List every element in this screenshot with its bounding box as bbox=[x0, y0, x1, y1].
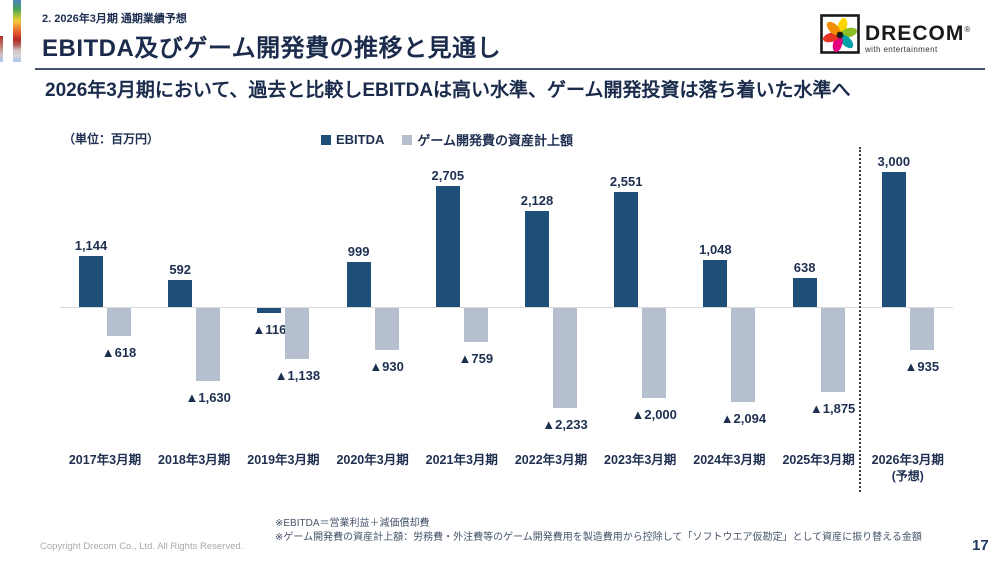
section-label: 2. 2026年3月期 通期業績予想 bbox=[42, 13, 187, 25]
value-label-gamedev-2021年3月期: ▲759 bbox=[458, 351, 494, 367]
axis-label-text: 2019年3月期 bbox=[247, 453, 320, 467]
axis-label-2018年3月期: 2018年3月期 bbox=[146, 452, 242, 468]
axis-label-text: 2026年3月期 bbox=[871, 453, 944, 467]
value-label-gamedev-2017年3月期: ▲618 bbox=[101, 344, 137, 360]
axis-label-2017年3月期: 2017年3月期 bbox=[57, 452, 153, 468]
legend-label-ebitda: EBITDA bbox=[336, 132, 385, 147]
page-title: EBITDA及びゲーム開発費の推移と見通し bbox=[42, 35, 502, 62]
value-label-gamedev-2018年3月期: ▲1,630 bbox=[185, 390, 231, 406]
axis-label-text: 2025年3月期 bbox=[782, 453, 855, 467]
axis-label-text: 2020年3月期 bbox=[336, 453, 409, 467]
bar-gamedev-2018年3月期 bbox=[196, 308, 221, 382]
axis-label-text: 2022年3月期 bbox=[514, 453, 588, 467]
bar-ebitda-2023年3月期 bbox=[614, 192, 639, 307]
forecast-divider-line bbox=[859, 147, 861, 492]
value-label-ebitda-2020年3月期: 999 bbox=[347, 244, 370, 260]
bar-ebitda-2022年3月期 bbox=[525, 211, 549, 307]
axis-label-2022年3月期: 2022年3月期 bbox=[503, 452, 599, 468]
bar-ebitda-2019年3月期 bbox=[257, 308, 282, 314]
page-number: 17 bbox=[972, 537, 989, 554]
axis-label-2019年3月期: 2019年3月期 bbox=[235, 452, 331, 468]
legend-item-ebitda: EBITDA bbox=[321, 132, 384, 147]
bar-gamedev-2021年3月期 bbox=[463, 308, 488, 343]
axis-label-text: 2017年3月期 bbox=[68, 453, 142, 467]
axis-label-2026年3月期: 2026年3月期 (予想) bbox=[860, 452, 956, 484]
axis-label-text: 2023年3月期 bbox=[604, 453, 677, 467]
bar-gamedev-2017年3月期 bbox=[107, 308, 131, 336]
legend-swatch-gamedev bbox=[402, 134, 413, 145]
bar-ebitda-2020年3月期 bbox=[346, 262, 371, 307]
value-label-ebitda-2021年3月期: 2,705 bbox=[431, 167, 465, 183]
value-label-ebitda-2019年3月期: ▲116 bbox=[252, 322, 287, 338]
bar-gamedev-2020年3月期 bbox=[374, 308, 399, 350]
axis-label-2023年3月期: 2023年3月期 bbox=[592, 452, 688, 468]
value-label-ebitda-2023年3月期: 2,551 bbox=[609, 174, 643, 190]
legend-swatch-ebitda bbox=[321, 134, 331, 145]
axis-label-forecast-note: (予想) bbox=[891, 469, 924, 483]
bar-gamedev-2026年3月期 bbox=[909, 308, 934, 350]
legend-item-gamedev: ゲーム開発費の資産計上額 bbox=[402, 130, 573, 149]
bar-gamedev-2024年3月期 bbox=[731, 308, 756, 403]
registered-mark: ® bbox=[964, 25, 972, 34]
decoration-rainbow-strip bbox=[13, 0, 21, 62]
value-label-ebitda-2025年3月期: 638 bbox=[793, 260, 816, 276]
value-label-gamedev-2026年3月期: ▲935 bbox=[904, 358, 940, 374]
value-label-ebitda-2026年3月期: 3,000 bbox=[877, 154, 911, 170]
bar-ebitda-2018年3月期 bbox=[168, 280, 193, 307]
axis-label-2025年3月期: 2025年3月期 bbox=[771, 452, 867, 468]
bar-gamedev-2023年3月期 bbox=[642, 308, 667, 398]
axis-label-text: 2024年3月期 bbox=[693, 453, 766, 467]
bar-ebitda-2026年3月期 bbox=[881, 172, 906, 307]
footnotes: ※EBITDA＝営業利益＋減価償却費 ※ゲーム開発費の資産計上額：労務費・外注費… bbox=[275, 517, 922, 544]
copyright: Copyright Drecom Co., Ltd. All Rights Re… bbox=[40, 541, 244, 552]
bar-ebitda-2025年3月期 bbox=[792, 278, 817, 307]
axis-label-2020年3月期: 2020年3月期 bbox=[325, 452, 421, 468]
drecom-flower-icon bbox=[820, 14, 860, 54]
value-label-ebitda-2017年3月期: 1,144 bbox=[74, 237, 108, 253]
value-label-gamedev-2020年3月期: ▲930 bbox=[369, 358, 404, 374]
key-message: 2026年3月期において、過去と比較しEBITDAは高い水準、ゲーム開発投資は落… bbox=[45, 80, 851, 101]
value-label-ebitda-2018年3月期: 592 bbox=[169, 262, 192, 278]
value-label-ebitda-2024年3月期: 1,048 bbox=[699, 241, 732, 257]
decoration-edge-strip bbox=[0, 36, 3, 62]
bar-gamedev-2022年3月期 bbox=[553, 308, 577, 409]
value-label-gamedev-2022年3月期: ▲2,233 bbox=[542, 417, 588, 433]
value-label-ebitda-2022年3月期: 2,128 bbox=[520, 193, 554, 209]
drecom-logo: DRECOM® with entertainment bbox=[820, 14, 971, 54]
value-label-gamedev-2019年3月期: ▲1,138 bbox=[274, 368, 321, 384]
axis-label-text: 2018年3月期 bbox=[158, 453, 231, 467]
footnote-ebitda: ※EBITDA＝営業利益＋減価償却費 bbox=[275, 518, 430, 529]
value-label-gamedev-2024年3月期: ▲2,094 bbox=[720, 411, 767, 427]
bar-ebitda-2021年3月期 bbox=[435, 185, 460, 307]
bar-ebitda-2024年3月期 bbox=[703, 259, 728, 307]
footnote-gamedev: ※ゲーム開発費の資産計上額：労務費・外注費等のゲーム開発費用を製造費用から控除し… bbox=[275, 531, 922, 543]
value-label-gamedev-2025年3月期: ▲1,875 bbox=[809, 401, 856, 417]
logo-wordmark: DRECOM® bbox=[865, 20, 971, 44]
title-divider bbox=[35, 68, 985, 70]
bar-gamedev-2025年3月期 bbox=[820, 308, 845, 393]
chart-legend: EBITDA ゲーム開発費の資産計上額 bbox=[321, 130, 573, 149]
legend-label-gamedev: ゲーム開発費の資産計上額 bbox=[417, 133, 574, 148]
axis-label-2024年3月期: 2024年3月期 bbox=[681, 452, 777, 468]
axis-label-text: 2021年3月期 bbox=[425, 453, 498, 467]
axis-label-2021年3月期: 2021年3月期 bbox=[414, 452, 510, 468]
bar-gamedev-2019年3月期 bbox=[285, 308, 310, 360]
logo-wordmark-text: DRECOM bbox=[865, 22, 965, 45]
bar-ebitda-2017年3月期 bbox=[79, 255, 103, 307]
unit-label: （単位：百万円） bbox=[63, 132, 160, 146]
value-label-gamedev-2023年3月期: ▲2,000 bbox=[631, 406, 677, 422]
logo-text: DRECOM® with entertainment bbox=[865, 14, 971, 54]
x-axis-line bbox=[60, 307, 953, 308]
logo-tagline: with entertainment bbox=[865, 45, 938, 54]
